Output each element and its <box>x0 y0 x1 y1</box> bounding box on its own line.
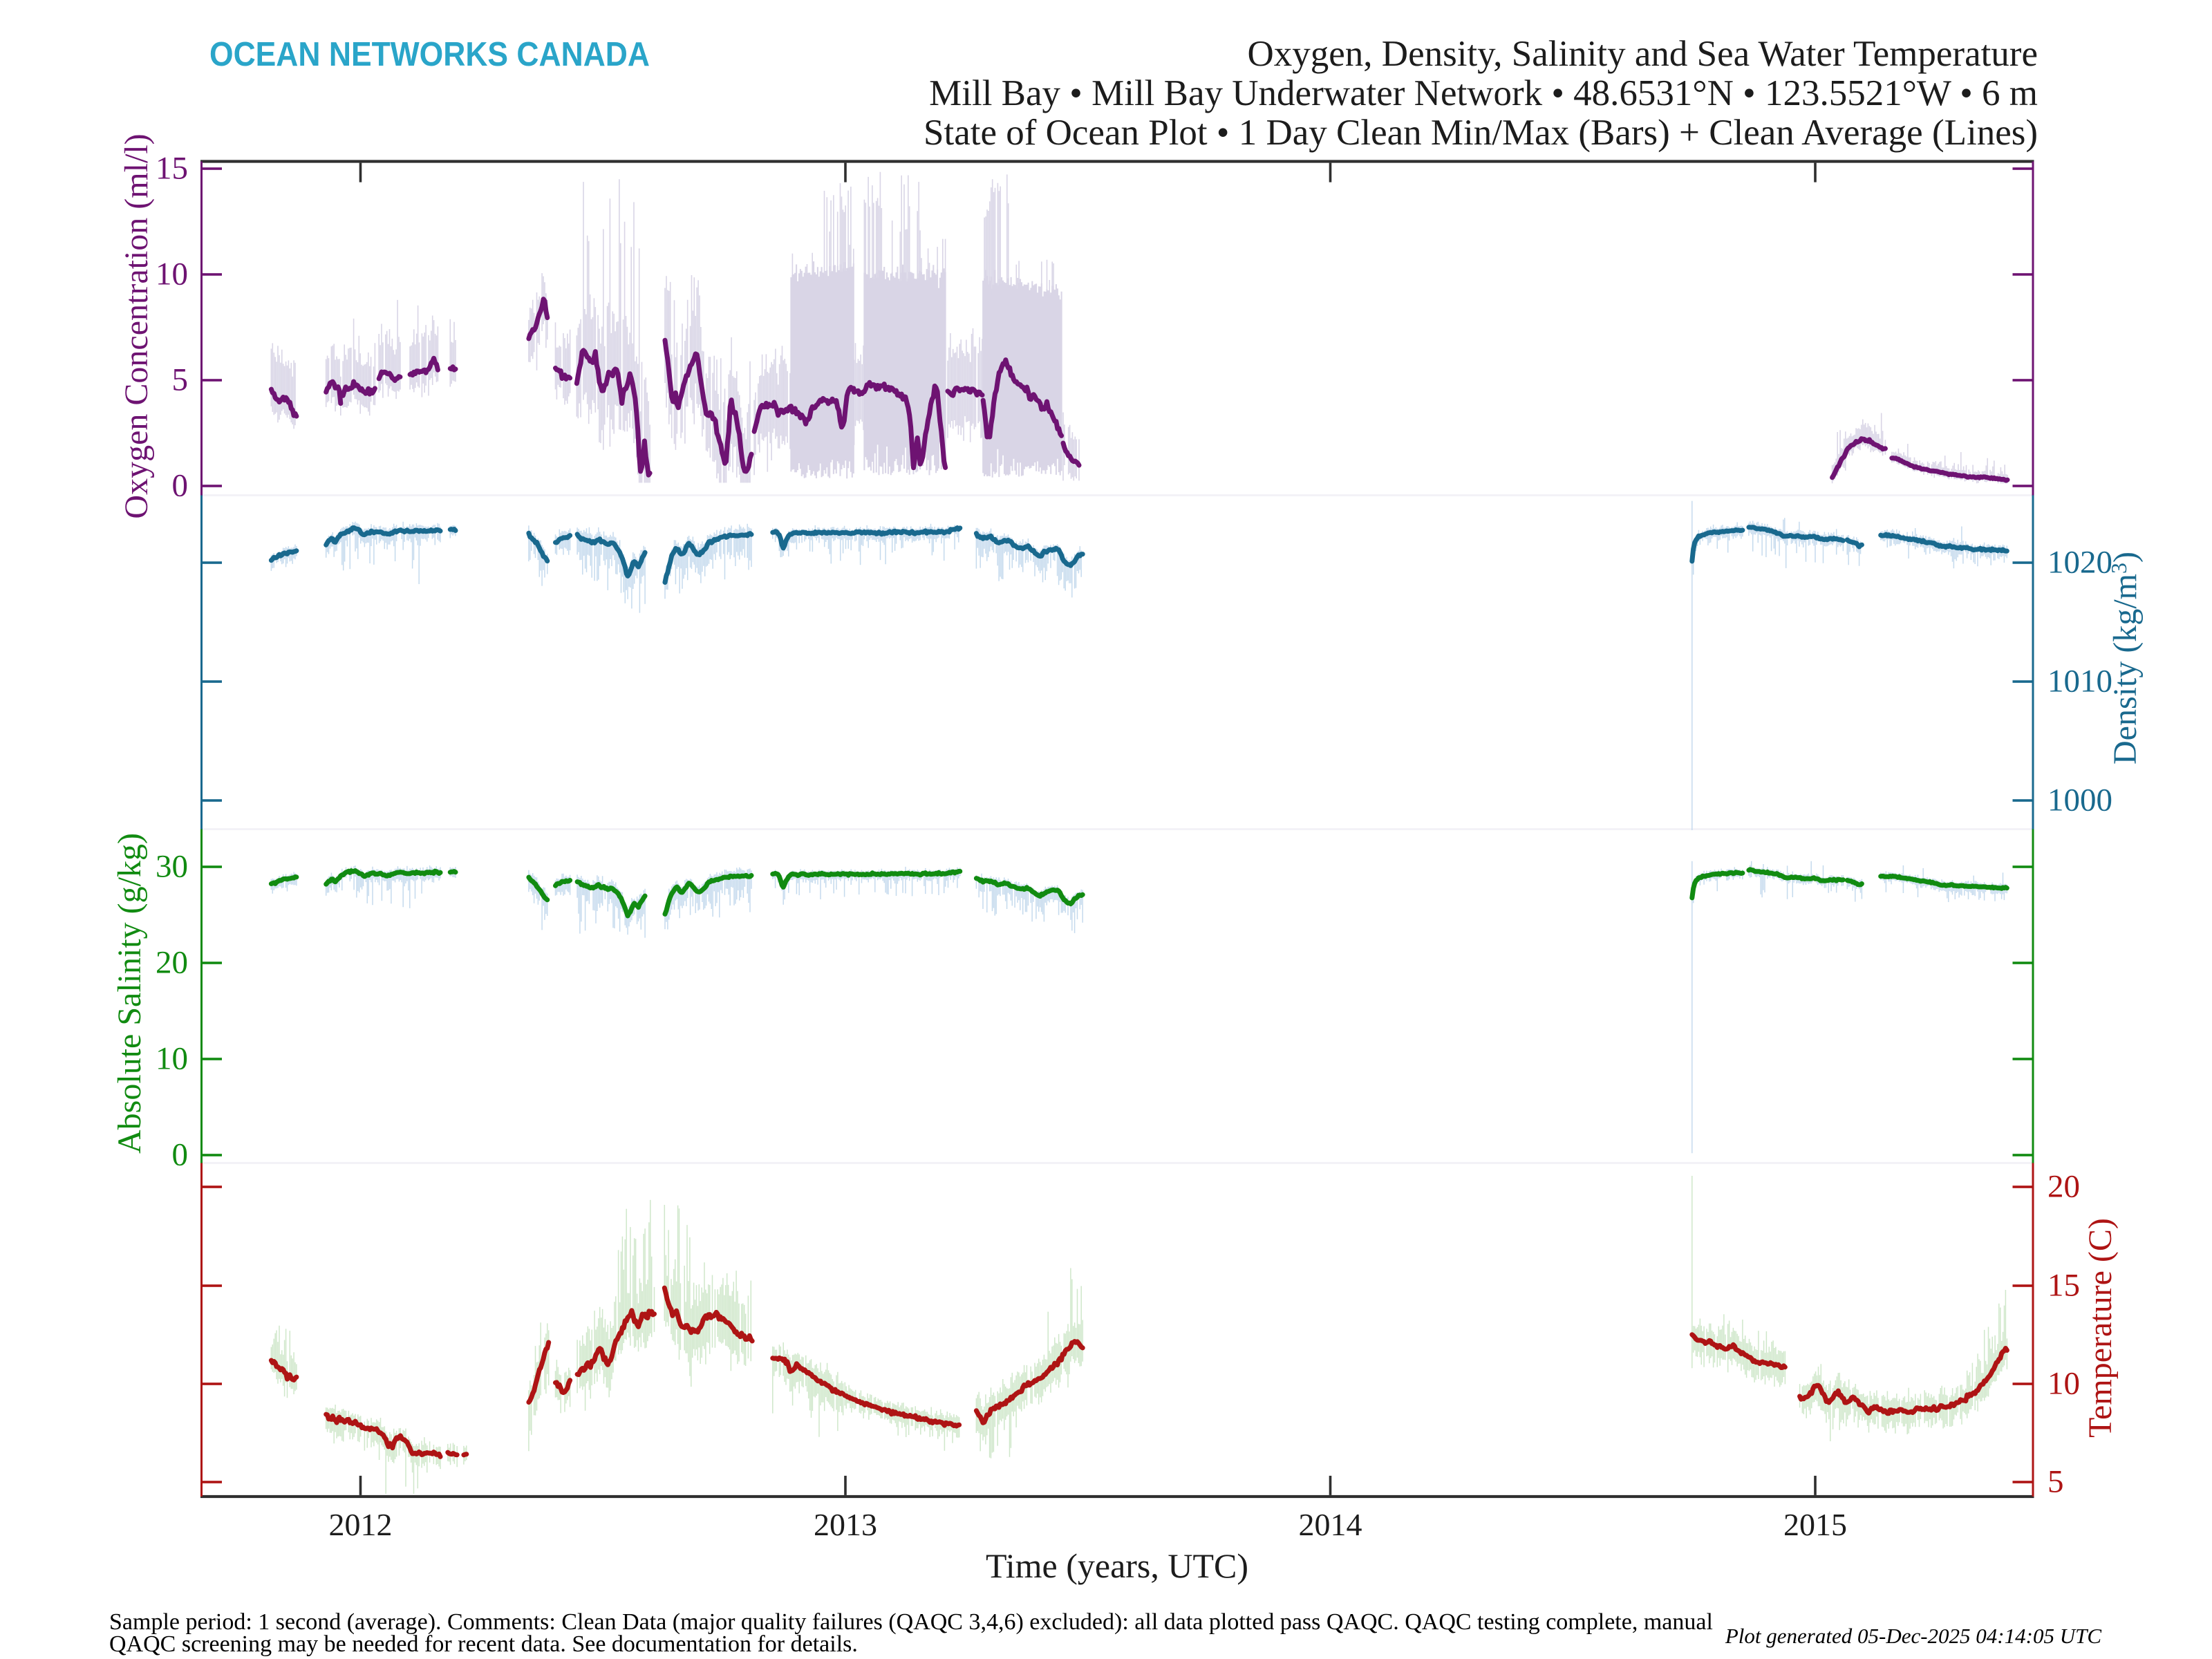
svg-text:30: 30 <box>156 849 188 885</box>
svg-text:OCEAN NETWORKS CANADA: OCEAN NETWORKS CANADA <box>209 36 650 73</box>
svg-text:0: 0 <box>172 1137 189 1173</box>
svg-text:QAQC screening may be needed f: QAQC screening may be needed for recent … <box>109 1631 858 1657</box>
svg-text:5: 5 <box>172 362 189 398</box>
svg-text:Sample period: 1 second (avera: Sample period: 1 second (average). Comme… <box>109 1609 1713 1635</box>
svg-text:1000: 1000 <box>2047 782 2112 818</box>
svg-text:Absolute Salinity (g/kg): Absolute Salinity (g/kg) <box>111 833 148 1154</box>
svg-text:2012: 2012 <box>329 1507 393 1542</box>
svg-text:2013: 2013 <box>814 1507 877 1542</box>
svg-text:Plot generated 05-Dec-2025 04:: Plot generated 05-Dec-2025 04:14:05 UTC <box>1725 1624 2101 1648</box>
svg-text:1020: 1020 <box>2047 545 2112 581</box>
svg-text:20: 20 <box>156 945 188 981</box>
svg-text:0: 0 <box>172 468 189 504</box>
svg-text:Density (kg/m3): Density (kg/m3) <box>2106 552 2144 765</box>
svg-text:15: 15 <box>2047 1268 2080 1304</box>
svg-text:15: 15 <box>156 151 188 187</box>
svg-text:2015: 2015 <box>1783 1507 1847 1542</box>
svg-text:10: 10 <box>156 256 188 292</box>
svg-text:10: 10 <box>2047 1366 2080 1402</box>
svg-text:1010: 1010 <box>2047 664 2112 700</box>
svg-text:2014: 2014 <box>1299 1507 1362 1542</box>
svg-text:Temperature (C): Temperature (C) <box>2082 1218 2119 1438</box>
svg-text:5: 5 <box>2047 1464 2064 1500</box>
svg-text:State of Ocean Plot • 1 Day Cl: State of Ocean Plot • 1 Day Clean Min/Ma… <box>924 113 2038 153</box>
svg-text:20: 20 <box>2047 1169 2080 1205</box>
svg-text:Time (years, UTC): Time (years, UTC) <box>986 1546 1248 1585</box>
svg-text:10: 10 <box>156 1041 188 1077</box>
svg-text:Oxygen, Density, Salinity and: Oxygen, Density, Salinity and Sea Water … <box>1248 34 2038 74</box>
svg-text:Mill Bay • Mill Bay Underwater: Mill Bay • Mill Bay Underwater Network •… <box>929 73 2038 113</box>
svg-text:Oxygen Concentration (ml/l): Oxygen Concentration (ml/l) <box>118 133 155 518</box>
